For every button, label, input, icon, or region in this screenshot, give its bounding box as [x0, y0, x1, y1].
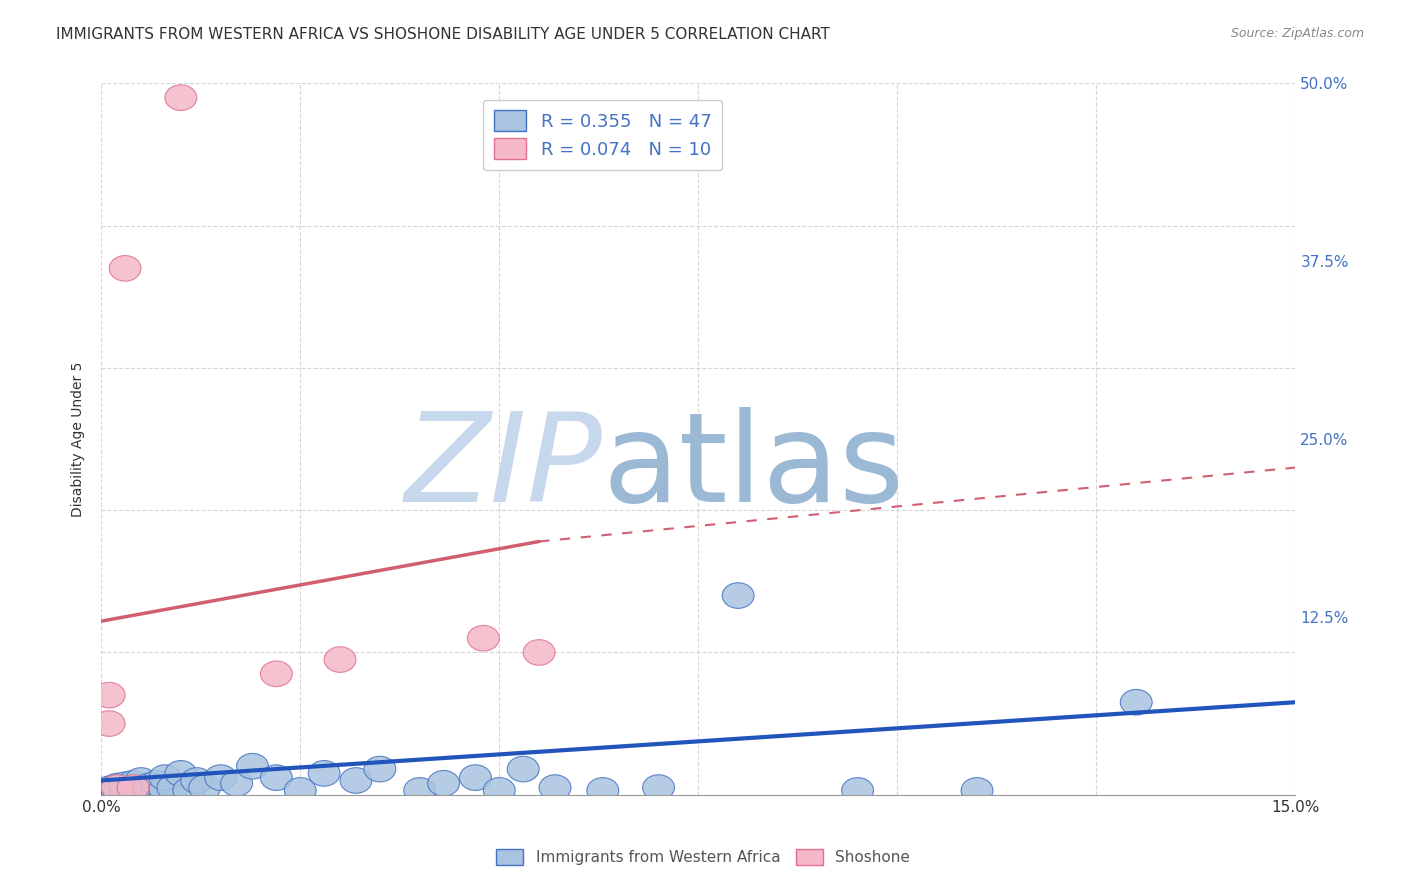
Text: atlas: atlas [603, 407, 905, 528]
Ellipse shape [110, 256, 141, 281]
Ellipse shape [284, 778, 316, 803]
Ellipse shape [427, 771, 460, 797]
Ellipse shape [101, 778, 134, 803]
Legend: Immigrants from Western Africa, Shoshone: Immigrants from Western Africa, Shoshone [489, 843, 917, 871]
Ellipse shape [643, 775, 675, 800]
Ellipse shape [173, 778, 205, 803]
Ellipse shape [149, 764, 181, 790]
Ellipse shape [165, 85, 197, 111]
Ellipse shape [125, 775, 157, 800]
Y-axis label: Disability Age Under 5: Disability Age Under 5 [72, 361, 86, 516]
Ellipse shape [93, 779, 125, 805]
Ellipse shape [93, 682, 125, 708]
Ellipse shape [93, 711, 125, 737]
Ellipse shape [842, 778, 873, 803]
Text: Source: ZipAtlas.com: Source: ZipAtlas.com [1230, 27, 1364, 40]
Ellipse shape [125, 768, 157, 793]
Ellipse shape [149, 776, 181, 802]
Ellipse shape [484, 778, 515, 803]
Ellipse shape [110, 779, 141, 805]
Ellipse shape [101, 775, 134, 800]
Ellipse shape [260, 764, 292, 790]
Ellipse shape [117, 776, 149, 802]
Ellipse shape [165, 761, 197, 786]
Ellipse shape [181, 768, 212, 793]
Text: IMMIGRANTS FROM WESTERN AFRICA VS SHOSHONE DISABILITY AGE UNDER 5 CORRELATION CH: IMMIGRANTS FROM WESTERN AFRICA VS SHOSHO… [56, 27, 830, 42]
Ellipse shape [523, 640, 555, 665]
Ellipse shape [364, 756, 396, 782]
Ellipse shape [93, 776, 125, 802]
Ellipse shape [117, 775, 149, 800]
Ellipse shape [134, 773, 165, 799]
Ellipse shape [157, 775, 188, 800]
Ellipse shape [188, 775, 221, 800]
Ellipse shape [723, 582, 754, 608]
Ellipse shape [962, 778, 993, 803]
Ellipse shape [460, 764, 491, 790]
Ellipse shape [308, 761, 340, 786]
Ellipse shape [467, 625, 499, 651]
Legend: R = 0.355   N = 47, R = 0.074   N = 10: R = 0.355 N = 47, R = 0.074 N = 10 [484, 100, 723, 170]
Text: ZIP: ZIP [405, 407, 603, 528]
Ellipse shape [141, 778, 173, 803]
Ellipse shape [586, 778, 619, 803]
Ellipse shape [236, 754, 269, 779]
Ellipse shape [134, 778, 165, 803]
Ellipse shape [260, 661, 292, 687]
Ellipse shape [221, 771, 253, 797]
Ellipse shape [117, 779, 149, 805]
Ellipse shape [538, 775, 571, 800]
Ellipse shape [110, 776, 141, 802]
Ellipse shape [404, 778, 436, 803]
Ellipse shape [325, 647, 356, 673]
Ellipse shape [117, 771, 149, 797]
Ellipse shape [1121, 690, 1152, 715]
Ellipse shape [101, 773, 134, 799]
Ellipse shape [101, 779, 134, 805]
Ellipse shape [508, 756, 538, 782]
Ellipse shape [340, 768, 373, 793]
Ellipse shape [93, 778, 125, 803]
Ellipse shape [101, 775, 134, 800]
Ellipse shape [141, 771, 173, 797]
Ellipse shape [125, 779, 157, 805]
Ellipse shape [110, 772, 141, 797]
Ellipse shape [205, 764, 236, 790]
